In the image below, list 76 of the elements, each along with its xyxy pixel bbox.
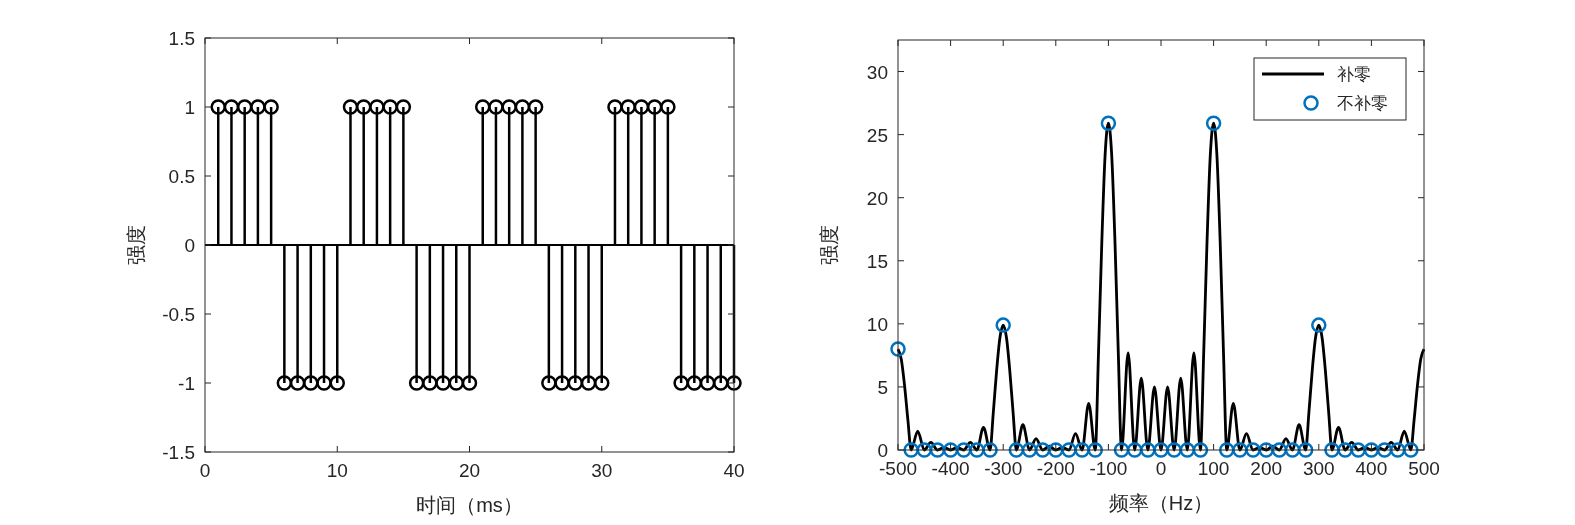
point <box>1324 442 1340 458</box>
y-tick-label: 15 <box>866 250 888 272</box>
x-tick-label: 10 <box>326 460 348 481</box>
legend-label: 补零 <box>1337 65 1371 84</box>
point <box>1245 442 1261 458</box>
x-tick-label: 0 <box>199 460 211 481</box>
x-tick-label: -300 <box>984 458 1023 479</box>
point <box>890 341 906 357</box>
y-tick-label: 30 <box>866 61 888 83</box>
point <box>1008 442 1025 458</box>
y-tick-label: 1.5 <box>168 28 195 49</box>
y-tick-label: 25 <box>866 124 888 146</box>
x-axis-title: 时间（ms） <box>416 494 523 516</box>
point <box>1389 442 1406 458</box>
point <box>1311 317 1327 333</box>
point <box>1153 442 1169 458</box>
y-tick-label: 20 <box>866 187 888 209</box>
y-tick-label: 0 <box>184 235 195 256</box>
x-tick-label: 30 <box>591 460 613 481</box>
point <box>1297 442 1314 458</box>
y-tick-label: -0.5 <box>162 304 195 325</box>
x-tick-label: 500 <box>1408 458 1440 479</box>
point <box>1205 115 1222 132</box>
x-tick-label: -200 <box>1036 458 1075 479</box>
point <box>1284 442 1301 458</box>
point <box>1021 442 1038 458</box>
y-tick-label: 0 <box>877 440 888 461</box>
point <box>942 442 959 458</box>
point <box>1126 442 1143 458</box>
x-tick-label: -500 <box>878 458 918 479</box>
point <box>1192 442 1209 458</box>
y-tick-label: 0.5 <box>168 166 195 187</box>
x-tick-label: 200 <box>1250 458 1283 479</box>
y-axis-title: 强度 <box>125 225 147 265</box>
y-tick-label: 1 <box>184 97 195 118</box>
point <box>1350 442 1366 458</box>
x-tick-label: 20 <box>458 460 481 481</box>
point <box>1166 442 1182 458</box>
x-tick-label: 0 <box>1155 458 1167 479</box>
point <box>1074 442 1090 458</box>
y-axis-title: 强度 <box>818 225 840 265</box>
point <box>929 442 946 458</box>
point <box>1061 442 1077 458</box>
x-tick-label: 400 <box>1355 458 1388 479</box>
y-tick-label: -1.5 <box>162 442 195 463</box>
point <box>1179 442 1196 458</box>
point <box>982 442 998 458</box>
legend-label: 不补零 <box>1337 94 1388 113</box>
point <box>1100 115 1117 132</box>
x-tick-label: 40 <box>723 460 745 481</box>
point <box>969 442 985 458</box>
point <box>1087 442 1103 458</box>
point <box>1376 442 1393 458</box>
point <box>1113 442 1130 458</box>
point <box>916 442 933 458</box>
point <box>1232 442 1248 458</box>
point <box>1363 442 1380 458</box>
point <box>1337 442 1353 458</box>
x-tick-label: 100 <box>1197 458 1230 479</box>
point <box>1140 442 1156 458</box>
point <box>903 442 919 458</box>
point <box>1258 442 1274 458</box>
x-tick-label: 300 <box>1302 458 1335 479</box>
y-tick-label: 5 <box>877 376 888 398</box>
y-tick-label: -1 <box>178 373 195 394</box>
point <box>1219 442 1235 458</box>
point <box>995 317 1011 333</box>
point <box>1403 442 1419 458</box>
point <box>956 442 972 458</box>
point <box>1034 442 1051 458</box>
point <box>1048 442 1064 458</box>
x-tick-label: -400 <box>931 458 970 479</box>
x-tick-label: -100 <box>1089 458 1128 479</box>
x-axis-title: 频率（Hz） <box>1108 492 1214 514</box>
y-tick-label: 10 <box>866 313 888 335</box>
point <box>1271 442 1288 458</box>
